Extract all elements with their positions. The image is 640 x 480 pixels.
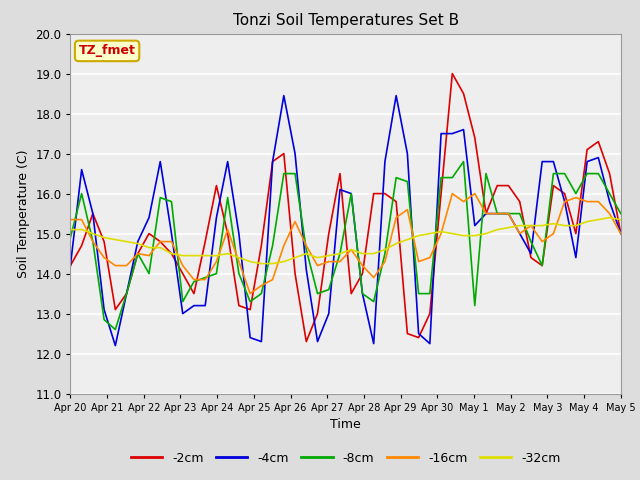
Title: Tonzi Soil Temperatures Set B: Tonzi Soil Temperatures Set B (232, 13, 459, 28)
X-axis label: Time: Time (330, 418, 361, 431)
Y-axis label: Soil Temperature (C): Soil Temperature (C) (17, 149, 29, 278)
Text: TZ_fmet: TZ_fmet (79, 44, 136, 58)
Legend: -2cm, -4cm, -8cm, -16cm, -32cm: -2cm, -4cm, -8cm, -16cm, -32cm (126, 447, 565, 469)
